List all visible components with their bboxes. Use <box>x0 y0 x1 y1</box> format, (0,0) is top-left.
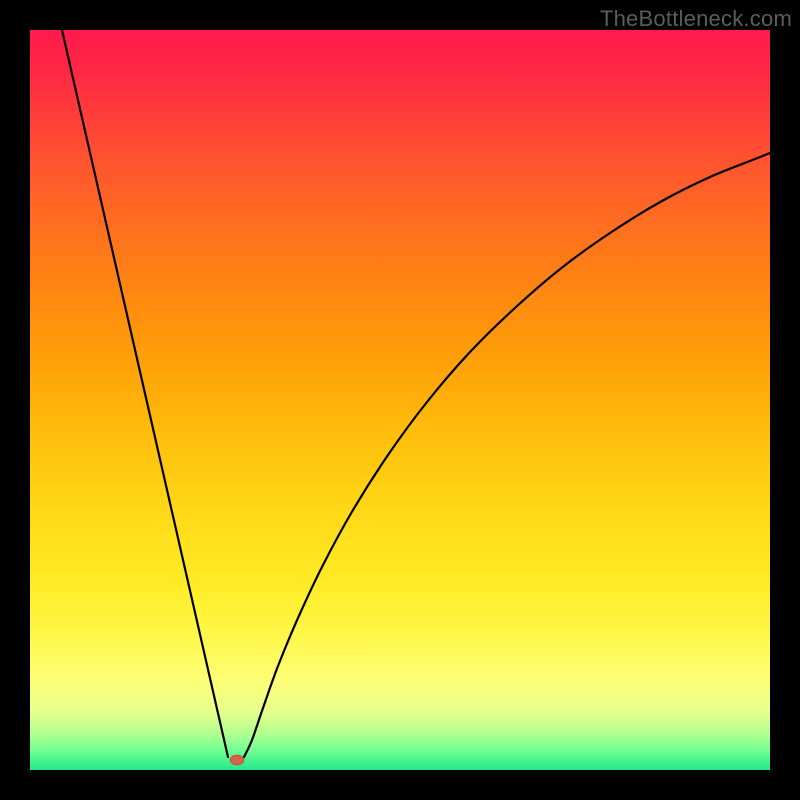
watermark-text: TheBottleneck.com <box>600 6 792 32</box>
chart-container: TheBottleneck.com <box>0 0 800 800</box>
plot-frame <box>0 0 800 800</box>
